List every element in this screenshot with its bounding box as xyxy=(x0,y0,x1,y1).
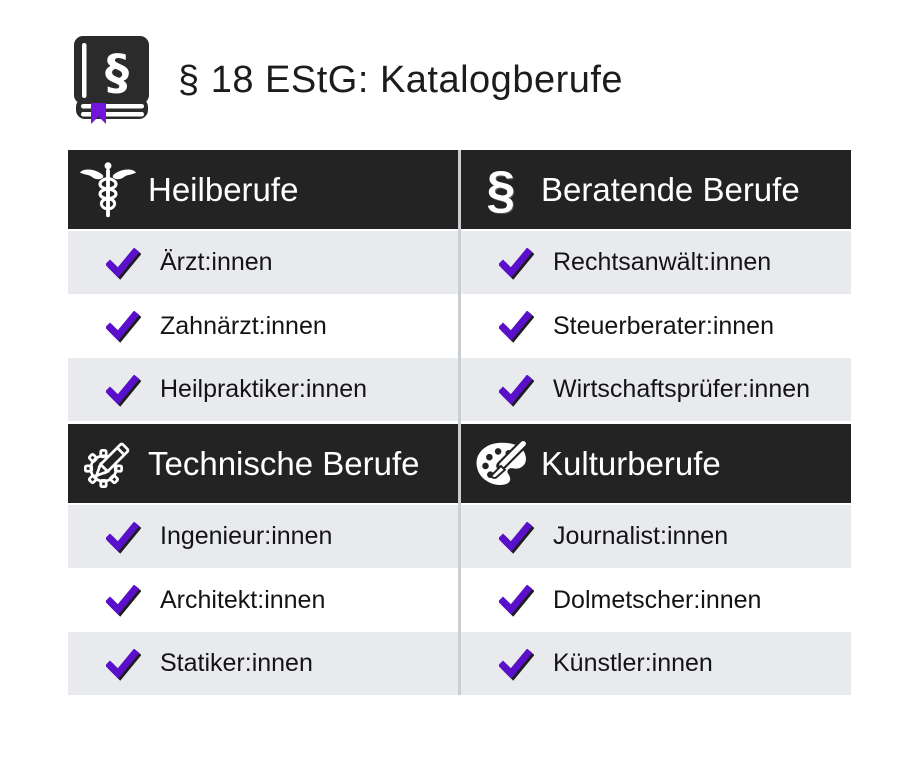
page-title: § 18 EStG: Katalogberufe xyxy=(178,58,624,101)
paragraph-sign-icon: § xyxy=(486,160,516,219)
list-item-label: Steuerberater:innen xyxy=(553,311,774,340)
category-title: Kulturberufe xyxy=(541,444,721,482)
list-item-label: Künstler:innen xyxy=(553,649,713,677)
check-icon xyxy=(499,585,532,615)
caduceus-icon xyxy=(76,158,140,222)
law-book-icon: § xyxy=(74,36,149,124)
book-cover-paragraph-glyph: § xyxy=(105,45,129,101)
list-item-label: Ärzt:innen xyxy=(160,248,273,276)
list-item: Künstler:innen xyxy=(461,632,851,695)
check-icon xyxy=(499,648,532,679)
column-divider xyxy=(458,150,461,695)
list-item: Statiker:innen xyxy=(68,632,458,695)
category-header-beratende-berufe: § Beratende Berufe xyxy=(461,150,851,229)
check-icon xyxy=(106,648,139,679)
list-item: Architekt:innen xyxy=(68,568,458,632)
category-header-technische-berufe: Technische Berufe xyxy=(68,424,458,503)
check-icon xyxy=(106,521,139,552)
palette-brush-icon xyxy=(469,432,533,496)
list-item-label: Dolmetscher:innen xyxy=(553,585,762,614)
list-item-label: Heilpraktiker:innen xyxy=(160,375,368,403)
list-item-label: Wirtschaftsprüfer:innen xyxy=(553,375,811,403)
catalog-table: Heilberufe Ärzt:innen Zahnärzt:innen Hei… xyxy=(68,150,851,695)
list-item: Ärzt:innen xyxy=(68,231,458,294)
table-column-left: Heilberufe Ärzt:innen Zahnärzt:innen Hei… xyxy=(68,150,458,695)
list-item: Ingenieur:innen xyxy=(68,505,458,568)
list-item: Heilpraktiker:innen xyxy=(68,358,458,421)
list-item: Zahnärzt:innen xyxy=(68,294,458,358)
check-icon xyxy=(106,247,139,278)
list-item-label: Rechtsanwält:innen xyxy=(553,248,772,276)
check-icon xyxy=(106,311,139,341)
category-title: Technische Berufe xyxy=(148,444,420,482)
check-icon xyxy=(499,521,532,552)
check-icon xyxy=(499,311,532,341)
table-column-right: § Beratende Berufe Rechtsanwält:innen St… xyxy=(461,150,851,695)
gear-pencil-icon xyxy=(76,432,140,496)
list-item: Rechtsanwält:innen xyxy=(461,231,851,294)
list-item: Journalist:innen xyxy=(461,505,851,568)
check-icon xyxy=(106,374,139,405)
list-item-label: Zahnärzt:innen xyxy=(160,311,327,340)
category-header-heilberufe: Heilberufe xyxy=(68,150,458,229)
check-icon xyxy=(499,374,532,405)
list-item-label: Ingenieur:innen xyxy=(160,522,333,550)
check-icon xyxy=(106,585,139,615)
check-icon xyxy=(499,247,532,278)
page-header: § § 18 EStG: Katalogberufe xyxy=(70,34,623,126)
category-title: Beratende Berufe xyxy=(541,170,800,208)
list-item-label: Journalist:innen xyxy=(553,522,729,550)
list-item: Wirtschaftsprüfer:innen xyxy=(461,358,851,421)
category-title: Heilberufe xyxy=(148,170,299,208)
list-item-label: Statiker:innen xyxy=(160,649,313,677)
list-item: Dolmetscher:innen xyxy=(461,568,851,632)
list-item-label: Architekt:innen xyxy=(160,585,326,614)
bookmark-ribbon xyxy=(91,103,106,124)
list-item: Steuerberater:innen xyxy=(461,294,851,358)
category-header-kulturberufe: Kulturberufe xyxy=(461,424,851,503)
